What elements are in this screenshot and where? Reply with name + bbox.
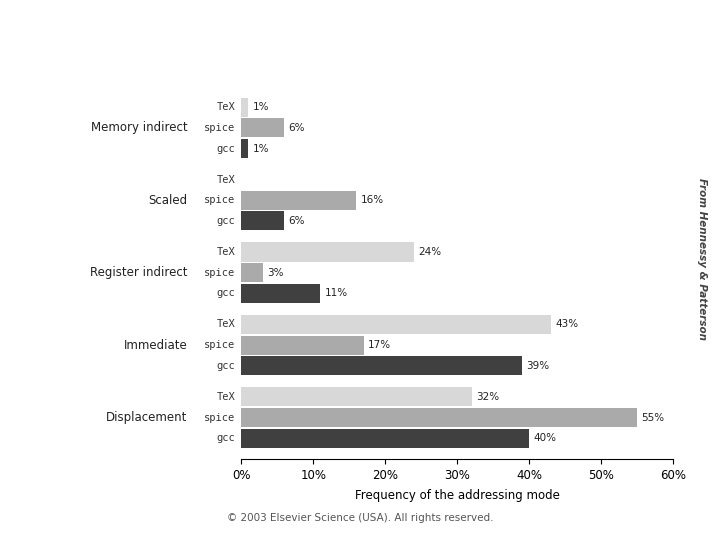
Text: 16%: 16% — [361, 195, 384, 205]
Text: TeX: TeX — [217, 392, 235, 402]
Text: 1%: 1% — [253, 102, 269, 112]
Text: gcc: gcc — [217, 216, 235, 226]
Bar — [241, 263, 263, 282]
Bar — [241, 408, 637, 427]
Text: gcc: gcc — [217, 144, 235, 153]
Bar — [241, 118, 284, 137]
Bar — [241, 212, 284, 231]
Text: gcc: gcc — [217, 288, 235, 299]
Text: Displacement: Displacement — [106, 411, 187, 424]
Bar — [241, 139, 248, 158]
Text: TeX: TeX — [217, 174, 235, 185]
Text: 17%: 17% — [368, 340, 391, 350]
Text: spice: spice — [204, 268, 235, 278]
Text: Immediate: Immediate — [123, 339, 187, 352]
Text: gcc: gcc — [217, 361, 235, 371]
Text: gcc: gcc — [217, 433, 235, 443]
Bar — [241, 315, 551, 334]
Text: 6%: 6% — [289, 123, 305, 133]
Text: spice: spice — [204, 340, 235, 350]
Text: spice: spice — [204, 195, 235, 205]
Text: spice: spice — [204, 123, 235, 133]
Text: From Hennessy & Patterson: From Hennessy & Patterson — [697, 178, 707, 340]
Bar — [241, 284, 320, 303]
Text: Scaled: Scaled — [148, 194, 187, 207]
Bar — [241, 191, 356, 210]
Text: 6%: 6% — [289, 216, 305, 226]
Text: Relative popularity of address modes: Relative popularity of address modes — [11, 17, 626, 45]
Text: 55%: 55% — [642, 413, 665, 423]
Bar — [241, 242, 414, 261]
Bar — [241, 336, 364, 355]
Text: 32%: 32% — [476, 392, 499, 402]
Text: 39%: 39% — [526, 361, 549, 371]
Text: 24%: 24% — [418, 247, 441, 257]
Text: spice: spice — [204, 413, 235, 423]
Bar — [241, 387, 472, 407]
Text: 1%: 1% — [253, 144, 269, 153]
Bar — [241, 356, 522, 375]
Text: 43%: 43% — [555, 320, 578, 329]
Text: TeX: TeX — [217, 247, 235, 257]
Text: © 2003 Elsevier Science (USA). All rights reserved.: © 2003 Elsevier Science (USA). All right… — [227, 514, 493, 523]
X-axis label: Frequency of the addressing mode: Frequency of the addressing mode — [355, 489, 559, 502]
Text: Memory indirect: Memory indirect — [91, 122, 187, 134]
Bar — [241, 98, 248, 117]
Text: Register indirect: Register indirect — [90, 266, 187, 279]
Text: TeX: TeX — [217, 320, 235, 329]
Text: 3%: 3% — [267, 268, 284, 278]
Text: TeX: TeX — [217, 102, 235, 112]
Text: 11%: 11% — [325, 288, 348, 299]
Bar — [241, 429, 529, 448]
Text: 40%: 40% — [534, 433, 557, 443]
